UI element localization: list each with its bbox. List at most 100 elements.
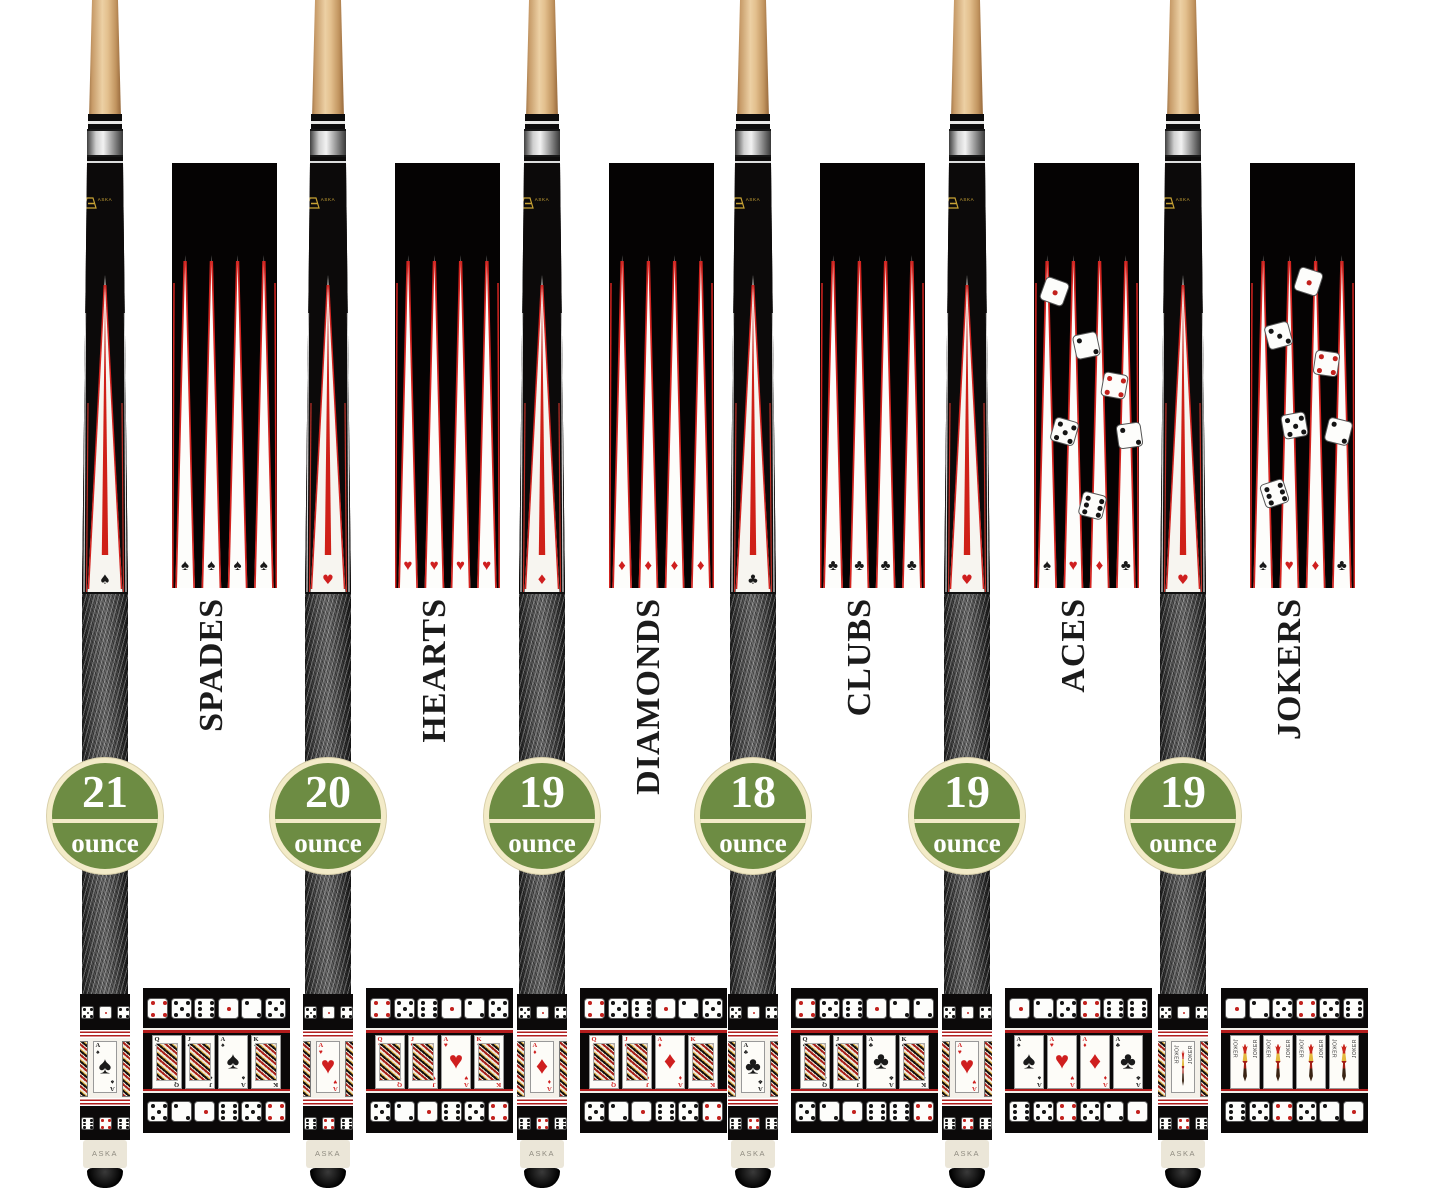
die-pip [256, 1012, 261, 1017]
suit-icon: ♥ [456, 558, 465, 574]
die-icon [1279, 410, 1309, 440]
weight-value: 19 [519, 766, 565, 817]
die-pip [952, 1008, 955, 1011]
dice-row-top [580, 995, 727, 1021]
die-pip [1012, 1104, 1017, 1108]
die-pip [904, 1115, 909, 1120]
cards-detail-inset: Q♥Q♥J♥J♥A♥A♥♥K♥K♥ [366, 988, 513, 1133]
card-suit-icon: ♣ [1136, 1074, 1141, 1081]
jester-figure [1275, 1043, 1281, 1082]
cue-butt-sleeve: A ♦ A ♦ ♦ [517, 994, 567, 1140]
die-icon [1295, 1100, 1317, 1122]
spike-pattern-graphic [394, 163, 501, 589]
die-icon [98, 1005, 112, 1019]
aska-logo-text: ASKA [959, 197, 975, 202]
card-rank: J [410, 1035, 415, 1043]
playing-card: A ♠ A ♠ ♠ [218, 1034, 248, 1089]
separator-line [580, 1030, 727, 1033]
die-pip [738, 1122, 741, 1126]
separator-line [580, 1028, 727, 1030]
card-suit-icon: ♣ [1115, 1042, 1120, 1049]
die-pip [834, 1115, 838, 1120]
separator-line [143, 1030, 290, 1033]
weight-badge: 18 ounce [695, 758, 811, 874]
weight-unit: ounce [719, 828, 787, 858]
badge-divider [275, 819, 381, 823]
die-pip [687, 1110, 692, 1114]
die-pip [83, 1015, 86, 1018]
suit-icon: ♥ [429, 558, 439, 574]
die-pip [1168, 1126, 1171, 1129]
separator-line [366, 1091, 513, 1093]
die-pip [640, 1110, 645, 1114]
die-pip [432, 1007, 437, 1011]
die-icon [116, 1005, 130, 1019]
die-pip [467, 1115, 472, 1120]
die-pip [1318, 353, 1324, 359]
separator-line [1005, 1030, 1152, 1033]
die-pip [313, 1122, 316, 1126]
playing-card: J♦J♦ [622, 1034, 652, 1089]
die-pip [331, 1119, 334, 1122]
die-pip [397, 1104, 402, 1108]
die-pip [1330, 369, 1336, 375]
die-icon [393, 997, 415, 1019]
suit-icon: ♠ [1259, 558, 1267, 574]
die-pip [1311, 1115, 1315, 1120]
die-pip [756, 1119, 759, 1122]
cue-butt-sleeve: A ♣ A ♣ ♣ [728, 994, 778, 1140]
die-pip [1051, 289, 1058, 296]
butt-ring [942, 1098, 992, 1106]
die-pip [503, 1001, 507, 1005]
joint-ring [524, 157, 560, 161]
die-pip [1130, 1001, 1135, 1005]
cards-detail-inset: A ♠ A ♠ ♠ A ♥ A ♥ ♥ A ♦ A ♦ ♦ A ♣ A ♣ ♣ [1005, 988, 1152, 1133]
die-pip [1168, 1122, 1171, 1126]
die-pip [1287, 1104, 1292, 1108]
joker-label: JOKER [1187, 1045, 1194, 1065]
die-icon [417, 997, 439, 1019]
suit-icon: ♠ [207, 558, 216, 574]
die-icon [1009, 997, 1031, 1019]
die-pip [1161, 1122, 1164, 1126]
playing-card: Q♦Q♦ [589, 1034, 619, 1089]
die-pip [670, 1110, 674, 1114]
die-icon [464, 997, 486, 1019]
die-pip [1330, 420, 1337, 427]
playing-card: A ♣ A ♣ ♣ [866, 1034, 896, 1089]
die-pip [385, 1001, 390, 1005]
die-pip [1161, 1008, 1164, 1011]
playing-card: K♥K♥ [474, 1034, 504, 1089]
die-pip [420, 1012, 425, 1017]
die-pip [1053, 434, 1059, 440]
die-pip [409, 1001, 413, 1005]
aska-logo-icon [520, 197, 534, 209]
die-pip [309, 1011, 313, 1015]
die-pip [1285, 337, 1291, 344]
die-pip [280, 1104, 284, 1108]
die-pip [520, 1008, 523, 1011]
die-pip [1179, 1126, 1182, 1129]
die-pip [810, 1012, 815, 1017]
die-pip [904, 1110, 909, 1114]
card-rank: A [95, 1042, 101, 1049]
die-icon [1342, 1100, 1364, 1122]
die-pip [503, 1104, 507, 1108]
card-suit-icon: ♥ [957, 1048, 962, 1056]
die-pip [90, 1126, 93, 1129]
card-corner-index: A ♦ [1103, 1074, 1108, 1088]
separator-line [143, 1091, 290, 1093]
die-pip [491, 1104, 496, 1108]
die-icon [1248, 1100, 1270, 1122]
forearm-spike-graphic: ♥ [305, 163, 351, 592]
die-pip [162, 1001, 167, 1005]
die-pip [306, 1119, 309, 1122]
die-pip [822, 1104, 827, 1108]
die-pip [556, 1126, 559, 1129]
die-icon [654, 997, 676, 1019]
die-icon [1342, 997, 1364, 1019]
die-pip [916, 1115, 921, 1120]
die-pip [1322, 1104, 1327, 1108]
cue-forearm: ♥ ASKA [305, 163, 351, 592]
die-icon [1032, 1100, 1054, 1122]
